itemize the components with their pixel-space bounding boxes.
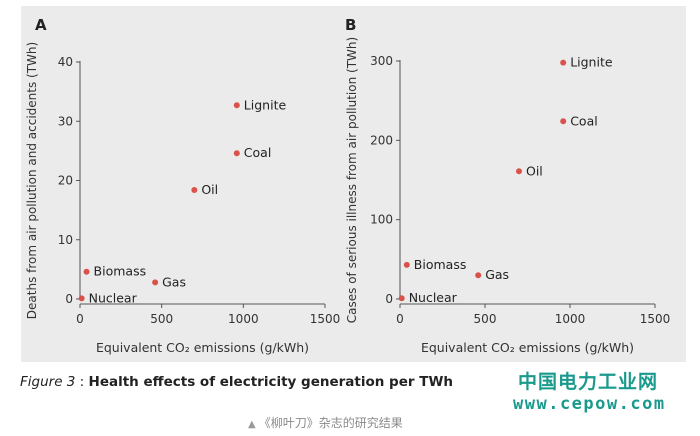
data-label-biomass: Biomass [414, 257, 467, 272]
y-tick-label: 300 [370, 54, 393, 68]
panel-label: B [345, 16, 356, 34]
y-tick-label: 0 [385, 292, 393, 306]
y-tick-label: 0 [65, 292, 73, 306]
source-note-text: 《柳叶刀》杂志的研究结果 [258, 416, 403, 430]
data-point-biomass [83, 268, 90, 275]
x-axis-label: Equivalent CO₂ emissions (g/kWh) [421, 340, 634, 355]
data-point-coal [233, 150, 240, 157]
data-label-biomass: Biomass [94, 264, 147, 279]
chart-panel-b: B 0 100 200 300 0 500 1000 1500 Equivalent CO₂ em… [345, 16, 670, 355]
caption-title: Health effects of electricity generation… [88, 374, 453, 390]
source-note: ▲ 《柳叶刀》杂志的研究结果 [248, 414, 403, 431]
data-label-oil: Oil [526, 163, 543, 178]
x-tick-label: 0 [76, 312, 84, 326]
data-point-gas [152, 279, 159, 286]
watermark-url: www.cepow.com [513, 394, 666, 414]
x-tick-label: 1500 [310, 312, 341, 326]
x-tick-label: 1000 [228, 312, 259, 326]
caption-separator: : [75, 374, 89, 390]
y-axis-label: Deaths from air pollution and accidents … [25, 42, 39, 319]
x-tick-label: 0 [396, 312, 404, 326]
y-axis-label: Cases of serious illness from air pollut… [345, 37, 359, 323]
data-label-lignite: Lignite [244, 97, 287, 112]
data-label-gas: Gas [485, 267, 509, 282]
data-label-lignite: Lignite [570, 55, 613, 70]
y-tick-label: 100 [370, 213, 393, 227]
data-point-oil [516, 168, 522, 175]
data-point-nuclear [398, 295, 405, 302]
figure-caption: Figure 3 : Health effects of electricity… [20, 374, 453, 390]
data-point-lignite [233, 102, 240, 109]
caption-figure-label: Figure 3 [20, 374, 76, 390]
data-point-coal [560, 118, 567, 125]
y-tick-label: 20 [58, 174, 73, 188]
data-label-oil: Oil [201, 182, 218, 197]
x-tick-label: 1000 [555, 312, 586, 326]
data-point-lignite [560, 59, 567, 66]
x-tick-label: 1500 [640, 312, 671, 326]
panel-label: A [35, 16, 47, 34]
watermark-site-name: 中国电力工业网 [518, 371, 659, 393]
data-label-nuclear: Nuclear [89, 290, 138, 305]
data-point-biomass [403, 261, 410, 268]
data-point-gas [475, 272, 482, 279]
data-label-coal: Coal [570, 113, 598, 128]
data-point-nuclear [78, 295, 85, 302]
y-tick-label: 40 [58, 55, 73, 69]
y-tick-label: 200 [370, 133, 393, 147]
y-tick-label: 10 [58, 233, 73, 247]
data-point-oil [191, 186, 198, 193]
x-tick-label: 500 [474, 312, 497, 326]
x-axis-label: Equivalent CO₂ emissions (g/kWh) [96, 340, 309, 355]
x-tick-label: 500 [150, 312, 173, 326]
y-tick-label: 30 [58, 114, 73, 128]
triangle-icon: ▲ [248, 419, 256, 430]
data-label-gas: Gas [162, 274, 186, 289]
figure-panel: A 0 10 20 30 40 0 500 1000 1500 Equivalent CO₂ emi… [21, 6, 686, 362]
data-label-nuclear: Nuclear [409, 290, 458, 305]
data-label-coal: Coal [244, 145, 272, 160]
